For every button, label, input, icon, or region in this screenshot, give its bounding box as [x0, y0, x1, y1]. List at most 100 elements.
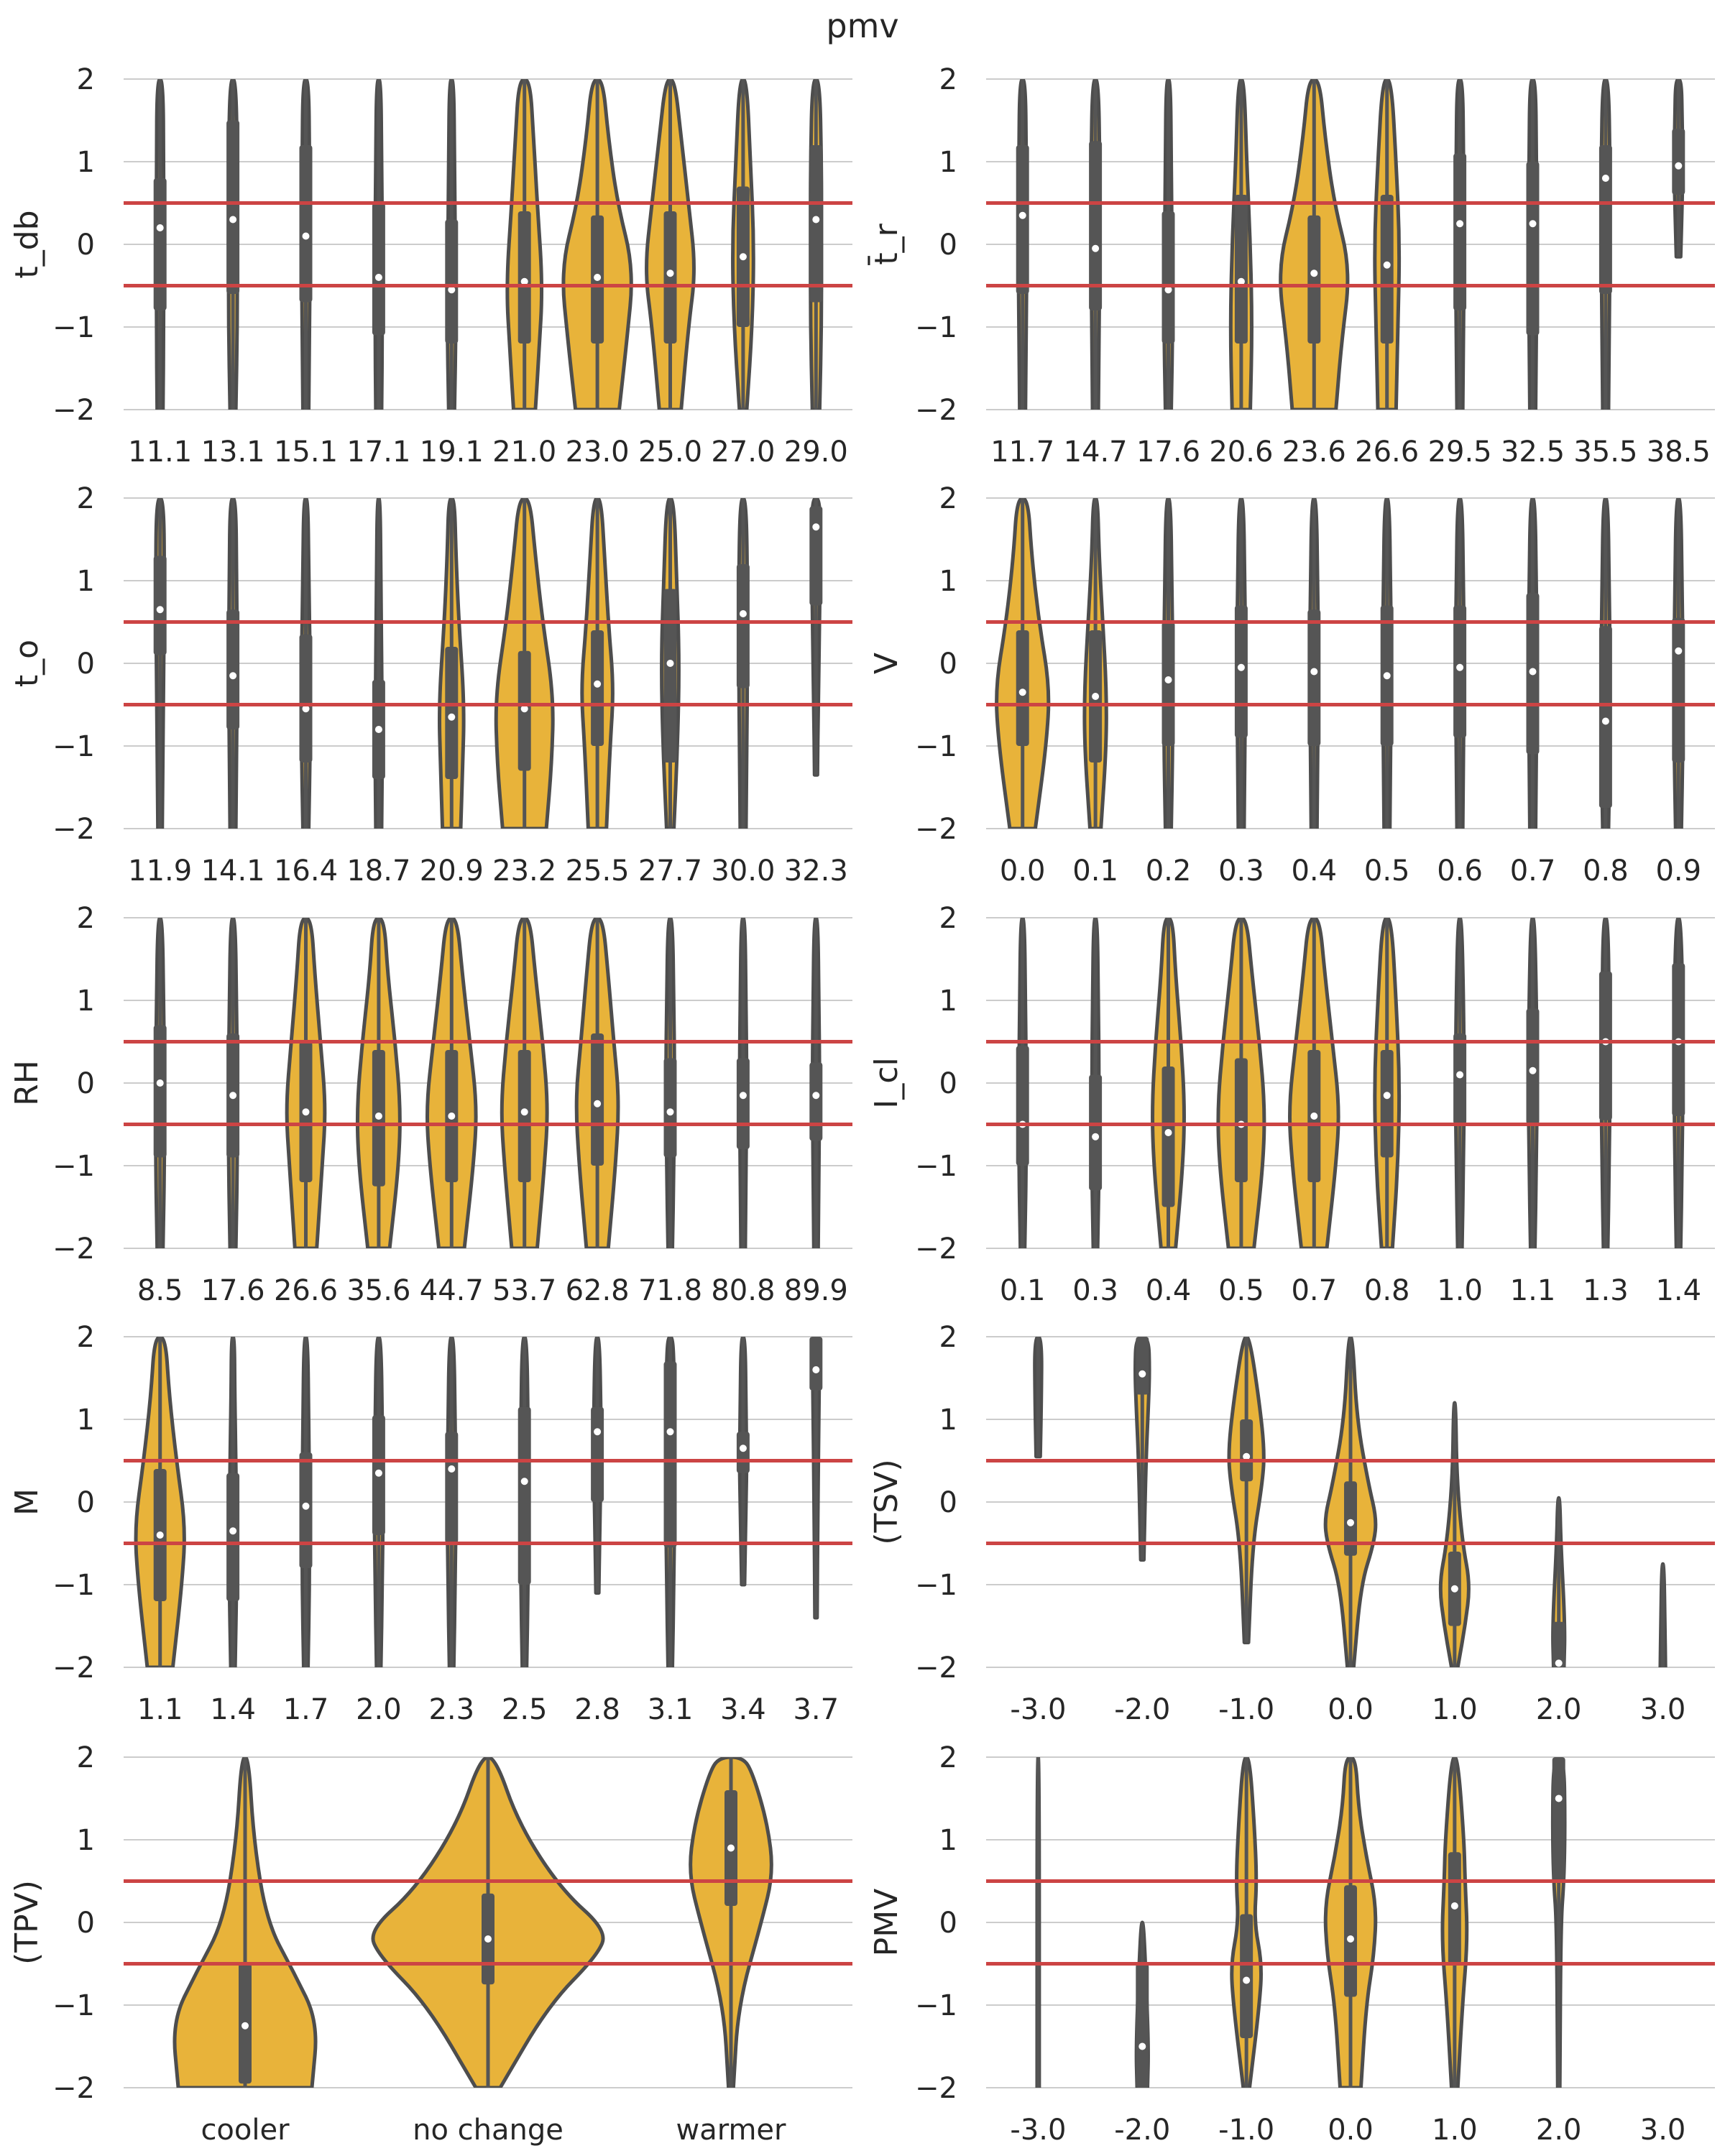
- y-tick-label: 2: [77, 1741, 95, 1774]
- violin-median: [374, 1469, 382, 1477]
- violin-iqr: [1552, 1621, 1565, 1667]
- x-tick-label: 11.7: [990, 436, 1054, 469]
- x-tick-label: 0.5: [1218, 1274, 1264, 1307]
- x-tick-label: 11.9: [128, 854, 192, 888]
- violin-median: [1164, 1129, 1172, 1136]
- x-tick-label: 0.0: [1000, 854, 1046, 888]
- y-tick-label: 0: [939, 229, 957, 262]
- violin-iqr: [518, 1406, 531, 1585]
- violin-median: [739, 1092, 747, 1100]
- violin-median: [666, 660, 674, 667]
- violins: [172, 1757, 773, 2088]
- y-tick-label: 1: [77, 146, 95, 179]
- violin-median: [1138, 2042, 1146, 2050]
- x-tick-label: cooler: [201, 2114, 290, 2147]
- y-tick-label: 2: [939, 63, 957, 96]
- y-tick-label: −2: [915, 394, 957, 427]
- x-tick-label: 17.1: [346, 436, 410, 469]
- y-tick-label: 1: [77, 1404, 95, 1437]
- y-tick-label: 2: [77, 902, 95, 935]
- violin-iqr: [663, 589, 677, 763]
- violin-median: [1164, 676, 1172, 683]
- x-tick-label: 11.1: [128, 436, 192, 469]
- x-tick-label: 0.6: [1437, 854, 1483, 888]
- violin-iqr: [445, 647, 459, 779]
- violin-iqr: [518, 211, 531, 344]
- x-tick-label: 16.4: [274, 854, 338, 888]
- y-tick-label: −2: [52, 2072, 95, 2105]
- x-tick-label: 89.9: [784, 1274, 848, 1307]
- x-tick-label: 1.4: [210, 1693, 256, 1726]
- y-tick-label: 1: [77, 1824, 95, 1857]
- violin-iqr: [299, 1452, 313, 1568]
- violin-median: [812, 216, 820, 224]
- violin-iqr: [1453, 605, 1467, 738]
- violin-iqr: [1234, 195, 1248, 344]
- violin-median: [156, 1079, 164, 1087]
- violin-iqr: [153, 1025, 167, 1158]
- violin-iqr: [372, 203, 385, 336]
- violin-iqr: [1307, 215, 1321, 344]
- y-tick-label: 2: [77, 63, 95, 96]
- violin-iqr: [1234, 1058, 1248, 1182]
- x-tick-label: -1.0: [1218, 2114, 1274, 2147]
- violin-median: [1456, 220, 1464, 228]
- violin-iqr: [809, 506, 823, 606]
- violin-iqr: [153, 556, 167, 655]
- violin-median: [1347, 1935, 1354, 1943]
- violin-median: [302, 232, 310, 240]
- violin-median: [1529, 668, 1537, 676]
- violin-median: [1347, 1519, 1354, 1526]
- y-tick-label: 2: [939, 1321, 957, 1354]
- y-tick-label: 2: [939, 482, 957, 515]
- x-tick-label: 2.8: [574, 1693, 620, 1726]
- violin-median: [1310, 270, 1318, 277]
- x-tick-label: -3.0: [1010, 1693, 1066, 1726]
- x-tick-label: 14.7: [1064, 436, 1128, 469]
- violin-median: [1310, 1112, 1318, 1120]
- x-tick-label: 17.6: [1136, 436, 1200, 469]
- x-tick-label: 0.4: [1291, 854, 1337, 888]
- violin-iqr: [1089, 141, 1103, 310]
- panel-2: −2 −1 0 1 2 t̄_r 11.7 14.7 17.6 20.6 23.6 26.6 29.5 3…: [867, 63, 1715, 469]
- violin-iqr: [591, 1406, 604, 1502]
- violin-iqr: [1307, 609, 1321, 746]
- x-tick-label: 1.0: [1432, 1693, 1478, 1726]
- x-tick-label: 0.8: [1583, 854, 1629, 888]
- x-tick-label: 35.5: [1573, 436, 1637, 469]
- figure-title: pmv: [826, 6, 898, 45]
- x-tick-label: 26.6: [274, 1274, 338, 1307]
- violin-median: [520, 1108, 528, 1116]
- y-axis-label: t_o: [9, 640, 45, 687]
- x-tick-label: 3.0: [1640, 2114, 1686, 2147]
- y-tick-label: −2: [915, 1651, 957, 1685]
- x-tick-label: 3.1: [648, 1693, 694, 1726]
- y-tick-label: 2: [77, 1321, 95, 1354]
- x-tick-label: 1.7: [283, 1693, 329, 1726]
- x-tick-label: 44.7: [420, 1274, 484, 1307]
- violin-iqr: [736, 564, 750, 688]
- y-axis-label: t_db: [9, 210, 45, 278]
- violin-iqr: [1526, 1008, 1540, 1125]
- y-tick-label: 1: [939, 1404, 957, 1437]
- x-tick-label: 21.0: [492, 436, 556, 469]
- y-tick-label: 0: [77, 1486, 95, 1519]
- y-axis-label: PMV: [868, 1889, 905, 1957]
- violin-iqr: [445, 219, 459, 344]
- violin-median: [666, 270, 674, 277]
- violin-median: [1237, 663, 1245, 671]
- y-tick-label: 0: [77, 229, 95, 262]
- x-tick-label: -3.0: [1010, 2114, 1066, 2147]
- panel-9: −2 −1 0 1 2 (TPV) cooler no change warmer: [9, 1741, 852, 2147]
- violin-median: [1555, 1659, 1563, 1667]
- x-tick-label: 2.3: [428, 1693, 474, 1726]
- x-tick-label: 2.0: [1536, 1693, 1582, 1726]
- violin-iqr: [1016, 145, 1029, 294]
- y-tick-label: 2: [939, 902, 957, 935]
- violin-median: [1456, 1071, 1464, 1079]
- violin-median: [727, 1844, 735, 1852]
- violin-iqr: [1240, 1914, 1254, 2038]
- x-tick-label: 26.6: [1355, 436, 1419, 469]
